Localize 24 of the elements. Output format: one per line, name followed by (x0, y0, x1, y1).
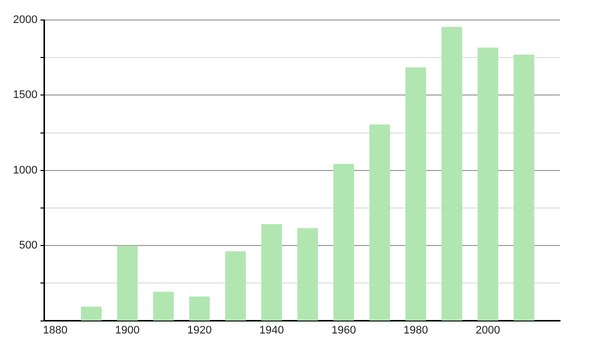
y-tick-label: 1000 (12, 164, 38, 176)
x-tick-label: 1920 (187, 324, 212, 336)
y-tick-label: 2000 (12, 14, 38, 26)
bar (81, 306, 102, 321)
x-tick-label: 1960 (331, 324, 356, 336)
bar (442, 26, 462, 321)
x-tick-label: 2000 (476, 324, 500, 336)
bar (225, 251, 246, 321)
bar (405, 67, 426, 321)
y-tick-label: 500 (19, 240, 38, 252)
bar (117, 246, 138, 321)
bar (153, 292, 174, 321)
y-tick-label: 1500 (12, 89, 38, 102)
bar (261, 224, 282, 321)
x-tick-label: 1980 (404, 324, 428, 336)
x-tick-label: 1880 (43, 324, 68, 336)
bar (369, 124, 390, 321)
bar (189, 296, 210, 321)
bar (333, 164, 354, 321)
x-tick-label: 1940 (259, 324, 284, 336)
bar (514, 54, 534, 321)
bar (478, 48, 498, 321)
bar (297, 228, 318, 321)
x-tick-label: 1900 (115, 324, 140, 336)
